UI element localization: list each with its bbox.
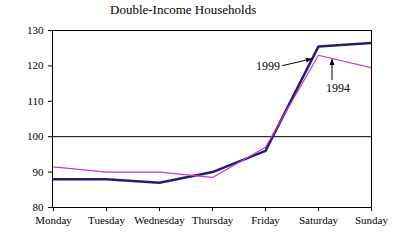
svg-text:110: 110 bbox=[27, 95, 44, 107]
svg-text:100: 100 bbox=[27, 130, 44, 142]
svg-text:Friday: Friday bbox=[251, 214, 280, 226]
svg-text:130: 130 bbox=[27, 24, 44, 36]
svg-text:Tuesday: Tuesday bbox=[88, 214, 125, 226]
svg-text:120: 120 bbox=[27, 59, 44, 71]
svg-text:Wednesday: Wednesday bbox=[134, 214, 185, 226]
svg-text:1994: 1994 bbox=[326, 81, 350, 95]
svg-text:Sunday: Sunday bbox=[355, 214, 389, 226]
svg-text:90: 90 bbox=[33, 166, 45, 178]
svg-text:Saturday: Saturday bbox=[299, 214, 339, 226]
svg-text:80: 80 bbox=[33, 201, 45, 213]
svg-text:1999: 1999 bbox=[256, 59, 280, 73]
svg-text:Monday: Monday bbox=[35, 214, 72, 226]
svg-text:Thursday: Thursday bbox=[192, 214, 234, 226]
html-text:Double-Income Households: Double-Income Households bbox=[110, 2, 257, 17]
